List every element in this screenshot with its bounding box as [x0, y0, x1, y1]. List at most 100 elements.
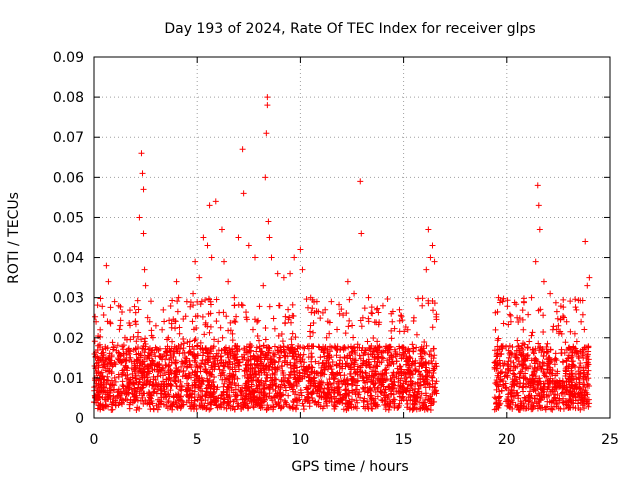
data-point-band — [253, 348, 260, 355]
data-point-band — [311, 309, 318, 316]
data-point-band — [289, 353, 296, 360]
data-point-band — [389, 318, 396, 325]
data-point — [221, 258, 228, 265]
data-point-band — [378, 389, 385, 396]
data-point-band — [389, 386, 396, 393]
data-point-band — [557, 382, 564, 389]
data-point-band — [257, 405, 264, 412]
data-point-band — [579, 311, 586, 318]
data-point-band — [254, 394, 261, 401]
data-point-band — [211, 336, 218, 343]
data-point-band — [575, 355, 582, 362]
data-point-band — [388, 327, 395, 334]
data-point-band — [151, 366, 158, 373]
data-point — [520, 326, 527, 333]
data-point-band — [565, 404, 572, 411]
data-point-band — [148, 327, 155, 334]
data-point-band — [208, 344, 215, 351]
data-point-band — [290, 399, 297, 406]
data-point — [251, 254, 258, 261]
data-point-band — [284, 361, 291, 368]
data-point-band — [552, 350, 559, 357]
data-point-band — [544, 403, 551, 410]
data-point-band — [137, 386, 144, 393]
y-tick-label: 0.09 — [53, 50, 84, 66]
data-point-band — [573, 306, 580, 313]
data-point-band — [165, 363, 172, 370]
data-point-band — [285, 316, 292, 323]
data-point-band — [161, 386, 168, 393]
data-point-band — [94, 393, 101, 400]
data-point-band — [220, 383, 227, 390]
data-point-band — [515, 342, 522, 349]
data-point-band — [230, 398, 237, 405]
data-point-band — [151, 388, 158, 395]
data-point-band — [301, 359, 308, 366]
data-point-band — [559, 385, 566, 392]
data-point-band — [422, 350, 429, 357]
data-point-band — [234, 400, 241, 407]
data-point — [173, 278, 180, 285]
data-point-band — [360, 349, 367, 356]
data-point-band — [317, 315, 324, 322]
data-point-band — [243, 343, 250, 350]
data-point-band — [321, 371, 328, 378]
data-point-band — [527, 363, 534, 370]
data-point-band — [359, 314, 366, 321]
data-point — [410, 314, 417, 321]
data-point-band — [585, 356, 592, 363]
data-point-band — [396, 384, 403, 391]
data-point-band — [280, 391, 287, 398]
data-point — [105, 278, 112, 285]
data-point-band — [543, 373, 550, 380]
data-point-band — [520, 373, 527, 380]
data-point-band — [169, 338, 176, 345]
data-point-band — [122, 395, 129, 402]
data-point-band — [420, 378, 427, 385]
data-point-band — [579, 402, 586, 409]
data-point-band — [395, 370, 402, 377]
data-point-band — [494, 361, 501, 368]
data-point-band — [329, 359, 336, 366]
data-point-band — [193, 372, 200, 379]
data-point-band — [396, 328, 403, 335]
data-point-band — [371, 384, 378, 391]
data-point-band — [421, 348, 428, 355]
data-point-band — [97, 295, 104, 302]
data-point-band — [179, 350, 186, 357]
data-point-band — [506, 342, 513, 349]
data-point-band — [244, 349, 251, 356]
data-point-band — [220, 309, 227, 316]
data-point-band — [102, 358, 109, 365]
data-point-band — [388, 335, 395, 342]
data-point-band — [513, 301, 520, 308]
data-point-band — [310, 329, 317, 336]
data-point-band — [544, 356, 551, 363]
data-point-band — [544, 386, 551, 393]
data-point-band — [515, 318, 522, 325]
data-point-band — [548, 405, 555, 412]
data-point-band — [362, 370, 369, 377]
data-point-band — [286, 346, 293, 353]
data-point-band — [581, 326, 588, 333]
data-point-band — [360, 397, 367, 404]
data-point-band — [202, 392, 209, 399]
data-point-band — [505, 391, 512, 398]
data-point-band — [585, 367, 592, 374]
data-point-band — [148, 351, 155, 358]
data-point-band — [363, 358, 370, 365]
data-point-band — [517, 380, 524, 387]
data-point-band — [174, 308, 181, 315]
data-point-band — [366, 376, 373, 383]
data-point-band — [100, 352, 107, 359]
data-point-band — [185, 397, 192, 404]
chart-title: Day 193 of 2024, Rate Of TEC Index for r… — [164, 21, 535, 37]
data-point-band — [213, 318, 220, 325]
data-point-band — [560, 314, 567, 321]
data-point-band — [505, 321, 512, 328]
data-point — [245, 242, 252, 249]
data-point-band — [128, 365, 135, 372]
data-point — [208, 254, 215, 261]
data-point-band — [400, 380, 407, 387]
data-point-band — [164, 348, 171, 355]
